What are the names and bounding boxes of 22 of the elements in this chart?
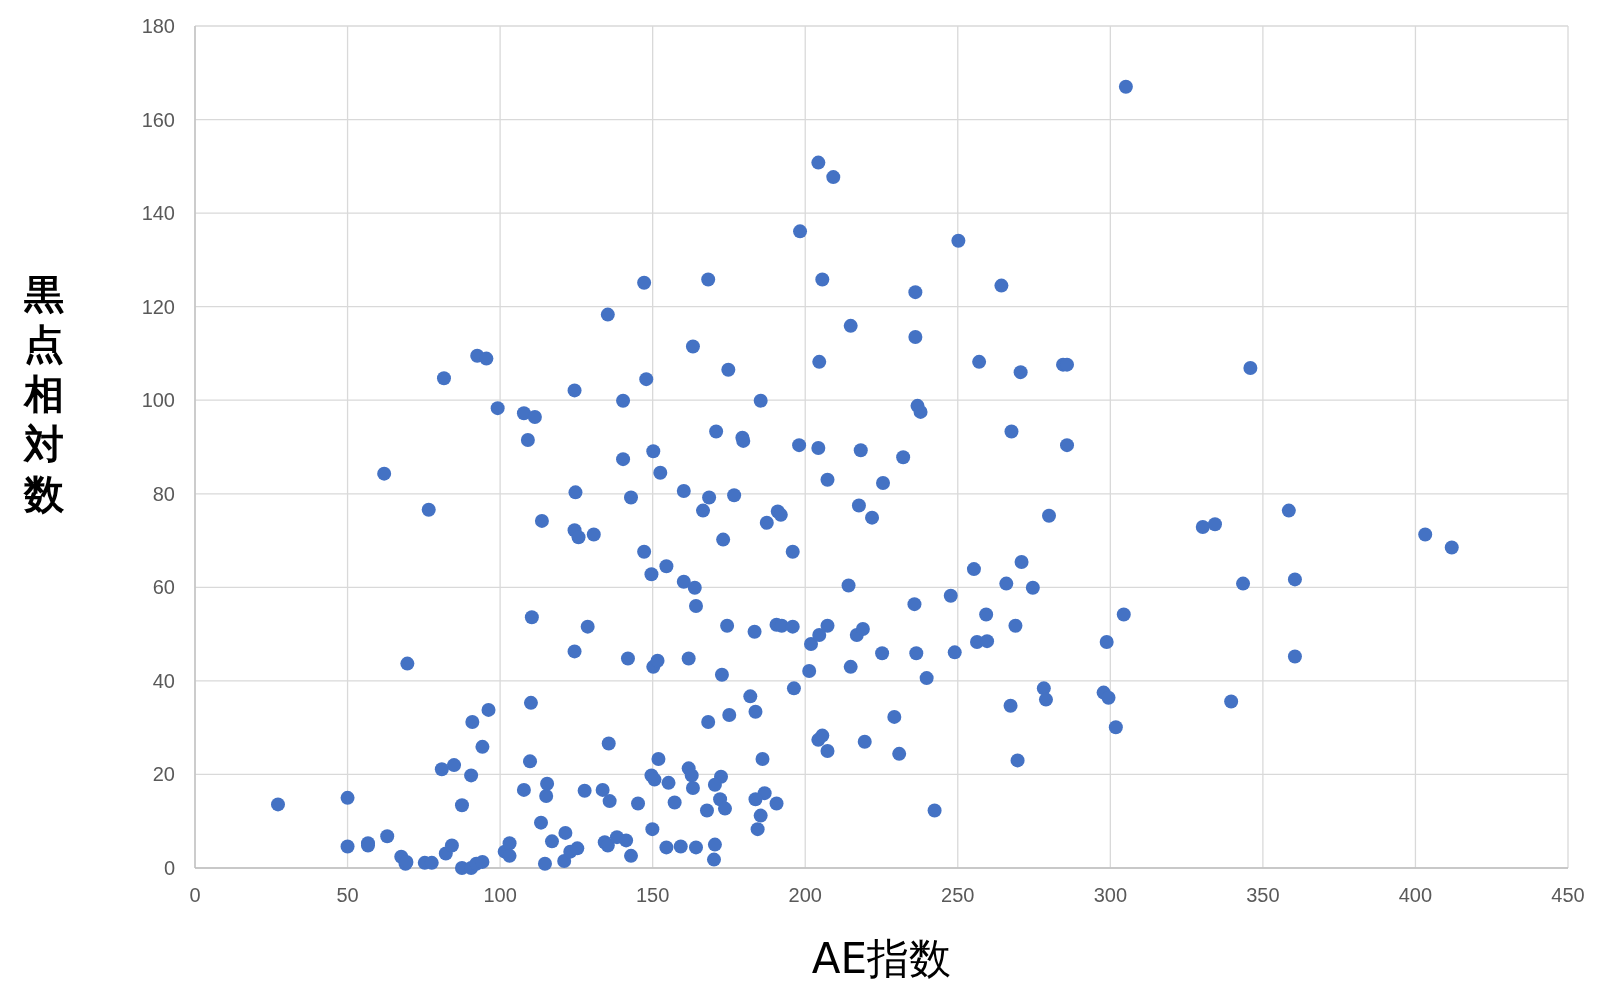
x-tick-label: 200 [788,884,822,906]
x-tick-label: 0 [189,884,201,906]
x-tick-label: 450 [1551,884,1585,906]
y-tick-label: 120 [141,295,175,318]
y-tick-label: 80 [152,482,175,505]
y-tick-label: 60 [152,576,175,599]
x-tick-label: 50 [336,884,359,906]
y-tick-label: 40 [152,669,175,692]
x-axis-title: AE指数 [811,934,952,983]
y-axis-title: 黒点相対数 [23,271,65,517]
x-tick-label: 300 [1093,884,1128,906]
y-tick-label: 100 [141,389,175,412]
y-tick-label: 0 [163,857,175,879]
y-tick-label: 140 [141,202,175,225]
x-tick-label: 250 [941,884,975,906]
x-tick-label: 350 [1246,884,1280,906]
x-tick-label: 100 [483,884,517,906]
y-tick-label: 180 [141,15,175,37]
x-tick-label: 150 [635,884,670,906]
y-tick-label: 160 [141,108,175,131]
x-tick-label: 400 [1398,884,1433,906]
y-tick-label: 20 [152,763,175,786]
